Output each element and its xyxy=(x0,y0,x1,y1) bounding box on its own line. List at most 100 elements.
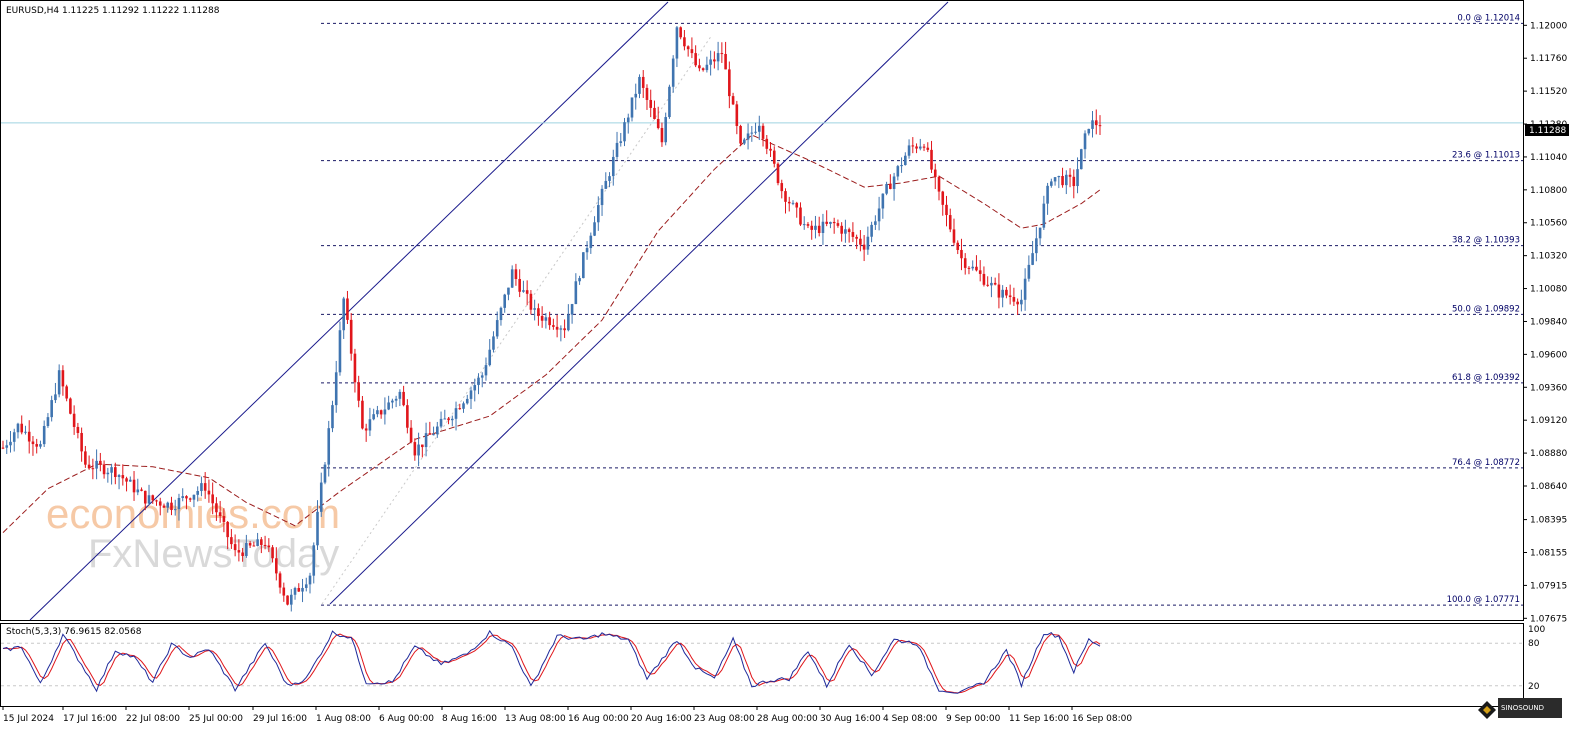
candle-body xyxy=(151,495,155,501)
candle-body xyxy=(170,502,173,511)
candle-body xyxy=(574,281,578,305)
y-tick-label-7: 1.10320 xyxy=(1530,252,1567,262)
candle-body xyxy=(155,500,158,502)
fib-level-label-4: 61.8 @ 1.09392 xyxy=(1452,373,1520,383)
fibonacci-levels: 0.0 @ 1.12014 23.6 @ 1.11013 38.2 @ 1.1039… xyxy=(321,13,1523,606)
candle-body xyxy=(1083,133,1087,150)
candle-body xyxy=(660,128,664,143)
candle-body xyxy=(750,132,754,134)
candle-body xyxy=(611,156,615,177)
candle-body xyxy=(447,418,450,421)
x-tick-label-13: 30 Aug 16:00 xyxy=(820,714,881,724)
candle-body xyxy=(87,464,91,469)
candle-body xyxy=(720,53,724,55)
candle-body xyxy=(383,409,387,415)
candle-body xyxy=(454,408,458,419)
candle-body xyxy=(1057,175,1061,178)
candle-body xyxy=(39,444,42,447)
candle-body xyxy=(679,27,682,38)
candle-body xyxy=(233,544,237,551)
candle-body xyxy=(780,183,784,192)
candle-body xyxy=(80,432,83,452)
candle-body xyxy=(743,139,746,144)
candle-body xyxy=(196,491,199,495)
candle-body xyxy=(862,244,866,250)
candle-body xyxy=(904,155,907,166)
candle-body xyxy=(686,46,690,50)
candle-body xyxy=(346,298,349,320)
candle-body xyxy=(993,282,997,285)
y-tick-label-4: 1.11040 xyxy=(1530,153,1567,163)
candle-body xyxy=(960,249,963,259)
candle-body xyxy=(522,290,525,292)
ma-line xyxy=(2,134,1101,533)
candle-body xyxy=(638,76,641,94)
candle-body xyxy=(990,282,993,286)
candle-body xyxy=(24,431,27,433)
candle-body xyxy=(492,336,495,350)
candle-body xyxy=(570,304,574,315)
candle-body xyxy=(263,544,267,546)
x-tick-label-12: 28 Aug 00:00 xyxy=(757,714,818,724)
candle-body xyxy=(739,125,742,144)
candle-body xyxy=(1072,176,1076,187)
candle-body xyxy=(907,145,911,156)
candle-body xyxy=(1098,125,1102,127)
candle-body xyxy=(31,441,35,445)
candle-body xyxy=(563,328,566,331)
candle-body xyxy=(338,330,342,373)
candle-body xyxy=(615,142,619,157)
candle-body xyxy=(1087,128,1091,134)
candle-body xyxy=(847,229,851,233)
candle-body xyxy=(379,410,383,415)
candle-body xyxy=(997,284,1001,298)
price-axis[interactable]: 1.120001.117601.115201.112801.110401.108… xyxy=(1523,21,1567,624)
time-axis[interactable]: 15 Jul 2024 17 Jul 16:00 22 Jul 08:00 25 Ju… xyxy=(2,706,1132,724)
candle-body xyxy=(57,370,61,395)
candle-body xyxy=(937,176,941,192)
x-tick-label-7: 8 Aug 16:00 xyxy=(442,714,497,724)
candle-body xyxy=(413,442,417,456)
candle-body xyxy=(518,279,521,292)
candle-body xyxy=(926,147,930,150)
candle-body xyxy=(91,468,95,470)
candle-body xyxy=(948,215,952,230)
candle-body xyxy=(61,370,65,387)
candle-body xyxy=(226,521,229,538)
candle-body xyxy=(286,595,289,605)
candle-body xyxy=(728,69,731,97)
candle-body xyxy=(376,410,379,415)
candle-body xyxy=(312,545,316,576)
candle-body xyxy=(510,269,514,288)
candle-body xyxy=(69,398,72,414)
candle-body xyxy=(784,191,787,202)
trend-channel xyxy=(29,1,949,621)
x-tick-label-16: 11 Sep 16:00 xyxy=(1009,714,1069,724)
stoch-panel-frame xyxy=(0,623,1524,707)
candle-body xyxy=(432,434,435,436)
candle-body xyxy=(1079,149,1083,170)
candle-body xyxy=(256,539,259,546)
stoch-tick-label-0: 100 xyxy=(1528,625,1545,635)
candle-body xyxy=(851,232,855,237)
candle-body xyxy=(544,317,548,321)
candle-body xyxy=(65,386,68,399)
y-tick-label-11: 1.09360 xyxy=(1530,383,1567,393)
candle-body xyxy=(5,445,9,448)
x-tick-label-4: 29 Jul 16:00 xyxy=(253,714,307,724)
candle-body xyxy=(1035,238,1038,254)
candle-body xyxy=(933,169,937,177)
fib-level-label-2: 38.2 @ 1.10393 xyxy=(1452,236,1520,246)
x-tick-label-10: 20 Aug 16:00 xyxy=(631,714,692,724)
candle-body xyxy=(323,464,327,483)
candle-body xyxy=(600,188,604,206)
candle-body xyxy=(608,176,611,181)
candle-body xyxy=(480,375,484,378)
candle-body xyxy=(832,221,836,224)
candle-body xyxy=(417,444,420,456)
candle-body xyxy=(252,545,256,547)
candle-body xyxy=(1023,278,1027,300)
candle-body xyxy=(945,204,948,216)
